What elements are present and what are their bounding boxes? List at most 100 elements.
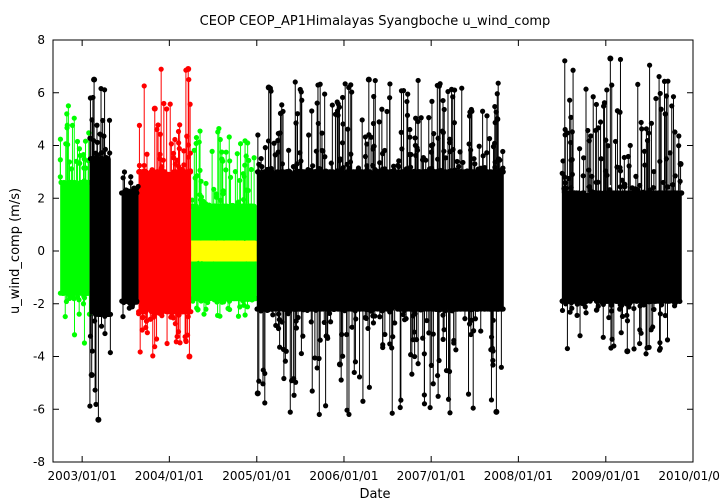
data-point xyxy=(657,90,663,97)
data-point xyxy=(57,157,63,163)
data-point xyxy=(651,168,657,175)
data-point xyxy=(90,94,96,101)
data-point xyxy=(339,169,345,175)
data-point xyxy=(472,161,478,167)
data-point xyxy=(612,138,619,145)
data-point xyxy=(362,306,369,312)
data-point xyxy=(209,148,215,154)
data-point xyxy=(473,169,480,175)
data-point xyxy=(500,165,506,171)
data-point xyxy=(366,384,372,390)
data-point xyxy=(671,303,678,309)
data-point xyxy=(635,81,641,88)
data-point xyxy=(63,298,70,305)
data-point xyxy=(660,190,666,196)
data-point xyxy=(441,306,447,312)
data-point xyxy=(340,121,346,127)
data-point xyxy=(480,153,486,159)
data-point xyxy=(233,295,239,302)
data-point xyxy=(466,141,472,147)
data-point xyxy=(186,76,192,83)
data-point xyxy=(657,345,663,352)
data-point xyxy=(390,334,396,340)
data-point xyxy=(626,163,632,169)
data-point xyxy=(430,169,436,175)
data-point xyxy=(589,190,595,196)
data-point xyxy=(64,111,70,117)
peak-point xyxy=(336,361,343,368)
data-point xyxy=(327,169,333,175)
data-point xyxy=(175,128,182,135)
peak-point xyxy=(365,76,372,83)
data-point xyxy=(601,190,607,196)
data-point xyxy=(451,120,457,126)
data-point xyxy=(277,344,283,350)
data-point xyxy=(631,305,637,312)
data-point xyxy=(364,141,370,147)
data-point xyxy=(672,173,678,179)
data-point xyxy=(346,411,352,418)
data-point xyxy=(665,190,672,196)
data-point xyxy=(231,240,237,246)
data-point xyxy=(468,306,474,312)
data-point xyxy=(639,126,645,132)
data-point xyxy=(148,169,154,175)
data-point xyxy=(596,298,602,304)
data-point xyxy=(494,91,500,97)
data-point xyxy=(71,115,77,121)
data-point xyxy=(64,122,70,128)
data-point xyxy=(380,306,386,312)
data-point xyxy=(473,306,480,312)
series-band xyxy=(60,182,90,294)
data-point xyxy=(377,160,383,166)
data-point xyxy=(160,309,166,315)
data-point xyxy=(80,301,87,307)
data-point xyxy=(412,353,418,360)
data-point xyxy=(214,312,221,319)
data-point xyxy=(173,339,179,345)
data-point xyxy=(83,179,90,186)
data-point xyxy=(617,184,623,190)
data-point xyxy=(233,203,239,209)
data-point xyxy=(364,163,370,169)
data-point xyxy=(574,190,580,196)
data-point xyxy=(271,306,277,312)
data-point xyxy=(410,337,416,343)
data-point xyxy=(641,148,648,154)
data-point xyxy=(240,203,246,209)
data-point xyxy=(458,169,464,175)
data-point xyxy=(583,86,589,92)
data-point xyxy=(215,129,221,135)
data-point xyxy=(71,332,78,338)
data-point xyxy=(412,311,418,317)
x-tick-label: 2003/01/01 xyxy=(48,469,117,483)
data-point xyxy=(384,169,390,175)
data-point xyxy=(578,298,584,304)
data-point xyxy=(172,321,178,327)
data-point xyxy=(122,190,128,196)
data-point xyxy=(566,175,572,182)
data-point xyxy=(598,156,604,162)
data-point xyxy=(259,164,265,170)
data-point xyxy=(132,298,139,304)
data-point xyxy=(600,334,606,340)
data-point xyxy=(330,306,336,312)
x-tick-label: 2009/01/01 xyxy=(571,469,640,483)
data-point xyxy=(207,295,214,302)
data-point xyxy=(646,344,652,350)
data-point xyxy=(621,298,627,304)
data-point xyxy=(430,381,436,387)
y-tick-label: 8 xyxy=(37,33,45,47)
y-tick-label: 0 xyxy=(37,244,45,258)
data-point xyxy=(251,155,257,161)
series-band xyxy=(561,192,682,302)
data-point xyxy=(163,309,170,315)
data-point xyxy=(334,99,340,105)
data-point xyxy=(273,322,279,329)
data-point xyxy=(94,122,100,128)
data-point xyxy=(387,341,393,347)
data-point xyxy=(286,169,292,175)
data-point xyxy=(211,240,217,246)
data-point xyxy=(627,142,633,149)
data-point xyxy=(290,164,297,170)
